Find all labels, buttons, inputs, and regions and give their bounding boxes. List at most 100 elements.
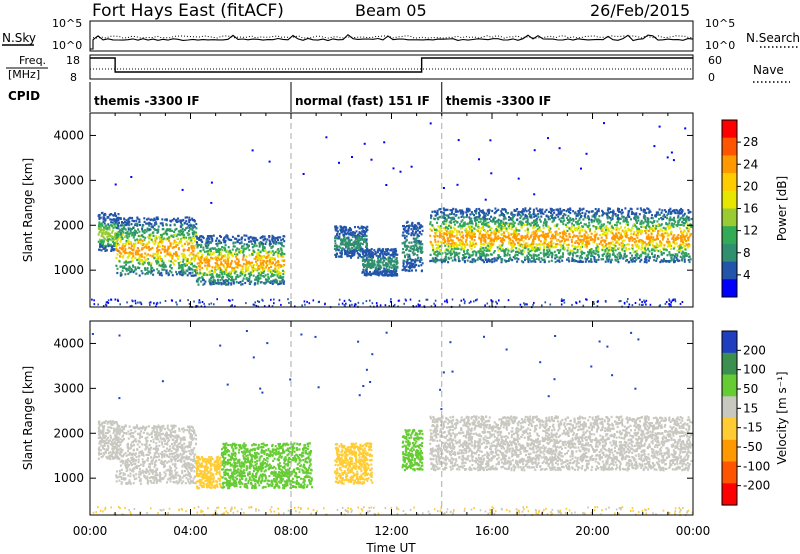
- data-cell: [191, 242, 194, 245]
- noise-cell: [596, 300, 599, 303]
- data-cell: [624, 234, 627, 237]
- data-cell: [276, 273, 279, 276]
- noise-cell: [445, 299, 448, 302]
- data-cell: [513, 209, 516, 212]
- data-cell: [526, 220, 529, 223]
- noise-cell: [417, 303, 420, 306]
- data-cell: [151, 255, 154, 258]
- data-cell: [461, 219, 464, 222]
- data-cell: [436, 217, 439, 220]
- data-cell: [271, 273, 273, 276]
- data-cell: [245, 277, 248, 280]
- noise-cell: [304, 303, 306, 306]
- noise-cell: [344, 305, 346, 308]
- data-cell: [448, 213, 451, 216]
- data-cell: [646, 221, 649, 224]
- data-cell: [176, 233, 179, 236]
- nave-label: Nave: [753, 63, 784, 77]
- data-cell: [389, 249, 392, 252]
- data-cell: [126, 267, 129, 270]
- data-cell: [142, 260, 145, 263]
- noise-cell: [348, 298, 350, 301]
- data-cell: [585, 231, 588, 234]
- data-cell: [198, 265, 201, 268]
- noise-cell: [524, 303, 527, 306]
- data-cell: [342, 226, 345, 229]
- data-cell: [144, 236, 147, 239]
- data-cell: [472, 226, 475, 229]
- data-cell: [237, 281, 240, 284]
- data-cell: [257, 267, 260, 270]
- data-cell: [459, 238, 462, 241]
- data-cell: [523, 236, 526, 239]
- data-cell: [677, 234, 680, 237]
- data-cell: [221, 278, 224, 281]
- data-cell: [244, 238, 247, 241]
- data-cell: [185, 236, 188, 239]
- data-cell: [273, 257, 276, 260]
- data-cell: [418, 227, 421, 230]
- data-cell: [186, 222, 189, 225]
- data-cell: [188, 219, 191, 222]
- data-cell: [344, 242, 347, 246]
- data-cell: [335, 252, 338, 255]
- data-cell: [212, 278, 215, 281]
- data-cell: [636, 249, 639, 252]
- data-cell: [512, 244, 515, 247]
- data-cell: [122, 250, 125, 253]
- data-cell: [438, 208, 441, 211]
- data-cell: [364, 254, 367, 257]
- data-cell: [187, 249, 190, 252]
- data-cell: [219, 266, 222, 270]
- data-cell: [484, 236, 487, 239]
- data-cell: [98, 221, 101, 224]
- data-cell: [169, 251, 172, 254]
- data-cell: [682, 242, 685, 245]
- data-cell: [338, 233, 341, 236]
- data-cell: [555, 245, 558, 248]
- noise-cell: [458, 304, 461, 307]
- data-cell: [605, 230, 608, 233]
- data-cell: [121, 237, 124, 240]
- data-cell: [235, 276, 238, 279]
- data-cell: [203, 250, 206, 253]
- data-cell: [390, 253, 393, 256]
- noise-cell: [278, 299, 281, 302]
- data-cell: [207, 249, 210, 252]
- data-cell: [519, 244, 522, 247]
- data-cell: [569, 211, 572, 215]
- data-cell: [639, 229, 642, 232]
- data-cell: [220, 276, 223, 279]
- noise-cell: [97, 303, 99, 306]
- noise-cell: [658, 304, 661, 307]
- data-cell: [637, 247, 640, 250]
- data-cell: [490, 260, 492, 263]
- data-cell: [155, 218, 158, 221]
- noise-cell: [631, 304, 634, 307]
- data-cell: [630, 218, 632, 221]
- data-cell: [547, 232, 549, 235]
- data-cell: [130, 270, 133, 273]
- data-cell: [412, 227, 415, 230]
- data-cell: [451, 242, 453, 245]
- data-cell: [475, 254, 478, 257]
- data-cell: [116, 227, 119, 230]
- data-cell: [477, 256, 480, 259]
- data-cell: [112, 249, 115, 252]
- noise-cell: [668, 298, 670, 301]
- data-cell: [213, 257, 216, 260]
- data-cell: [201, 235, 204, 238]
- data-cell: [257, 277, 260, 280]
- data-cell: [587, 260, 590, 263]
- data-cell: [151, 270, 153, 273]
- data-cell: [514, 257, 517, 260]
- data-cell: [235, 237, 238, 240]
- data-cell: [662, 215, 665, 218]
- data-cell: [360, 248, 363, 251]
- data-cell: [172, 217, 175, 220]
- data-cell: [403, 241, 406, 244]
- data-cell: [525, 210, 528, 213]
- data-cell: [601, 233, 604, 236]
- data-cell: [348, 247, 351, 250]
- data-cell: [651, 214, 653, 217]
